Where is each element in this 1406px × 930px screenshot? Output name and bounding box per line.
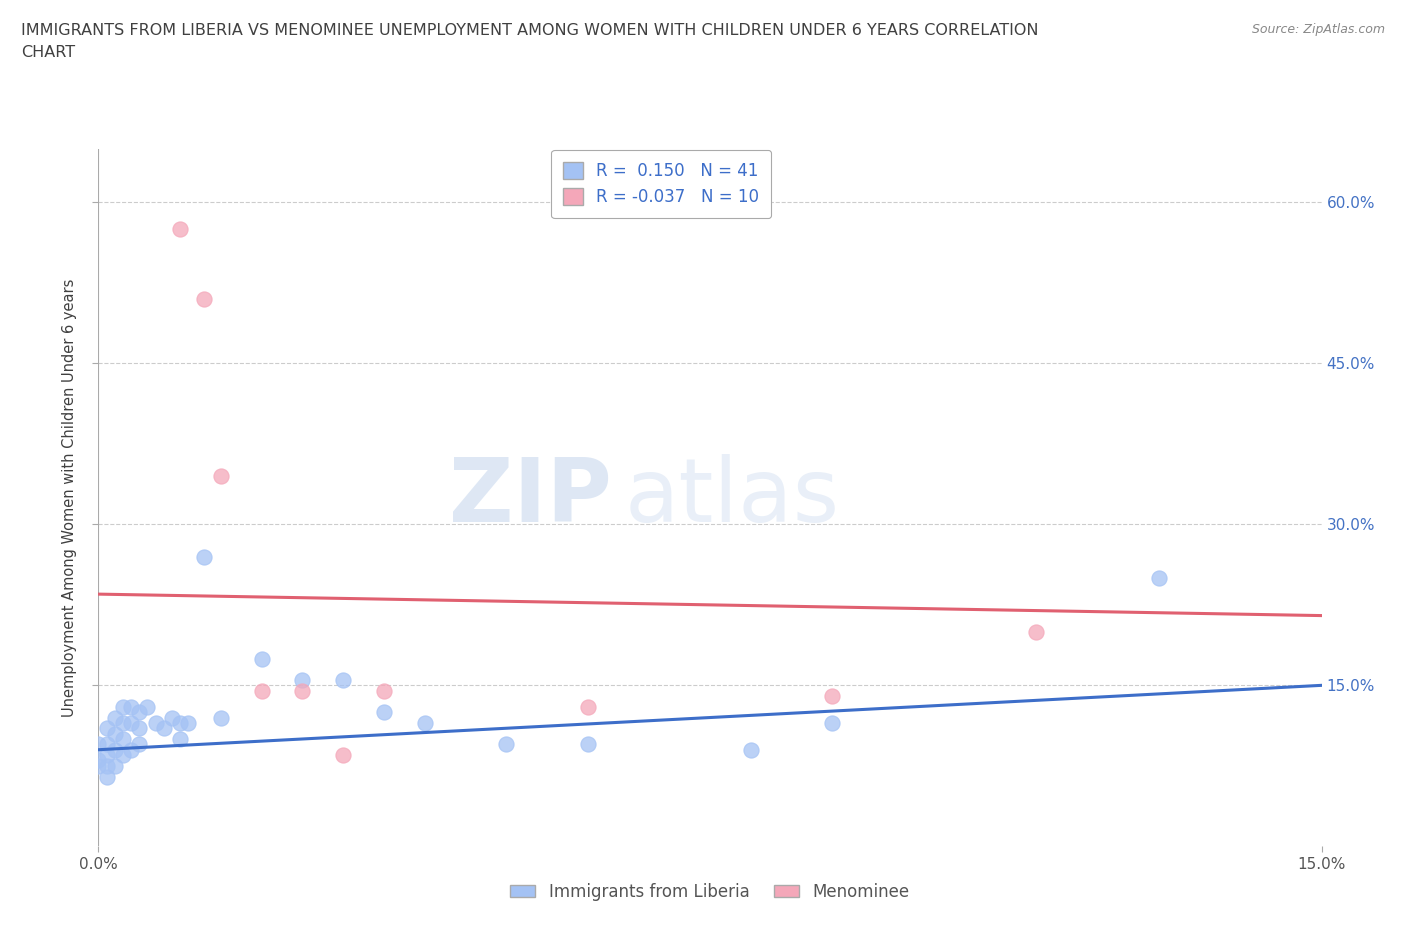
Point [332, 672, 354, 687]
Point [193, 292, 215, 307]
Point [120, 715, 142, 730]
Point [1147, 571, 1170, 586]
Point [373, 684, 395, 698]
Point [821, 688, 844, 703]
Point [111, 748, 134, 763]
Text: atlas: atlas [624, 454, 839, 541]
Text: ZIP: ZIP [450, 454, 612, 541]
Point [250, 684, 273, 698]
Legend: Immigrants from Liberia, Menominee: Immigrants from Liberia, Menominee [503, 876, 917, 908]
Point [104, 711, 127, 725]
Point [177, 715, 200, 730]
Point [145, 715, 167, 730]
Point [104, 758, 127, 773]
Point [111, 732, 134, 747]
Point [104, 742, 127, 757]
Y-axis label: Unemployment Among Women with Children Under 6 years: Unemployment Among Women with Children U… [62, 278, 77, 717]
Point [576, 737, 599, 751]
Point [87, 753, 110, 768]
Point [87, 758, 110, 773]
Point [128, 705, 150, 720]
Point [87, 737, 110, 751]
Point [160, 711, 183, 725]
Point [96, 737, 118, 751]
Point [209, 711, 232, 725]
Point [291, 672, 314, 687]
Point [96, 721, 118, 736]
Text: CHART: CHART [21, 45, 75, 60]
Point [740, 742, 762, 757]
Point [111, 699, 134, 714]
Point [169, 732, 191, 747]
Point [821, 715, 844, 730]
Point [96, 748, 118, 763]
Point [111, 715, 134, 730]
Point [209, 469, 232, 484]
Point [193, 549, 215, 564]
Point [169, 222, 191, 237]
Point [332, 748, 354, 763]
Point [120, 742, 142, 757]
Point [128, 721, 150, 736]
Point [576, 699, 599, 714]
Point [104, 726, 127, 741]
Point [291, 684, 314, 698]
Point [96, 758, 118, 773]
Point [96, 769, 118, 784]
Text: IMMIGRANTS FROM LIBERIA VS MENOMINEE UNEMPLOYMENT AMONG WOMEN WITH CHILDREN UNDE: IMMIGRANTS FROM LIBERIA VS MENOMINEE UNE… [21, 23, 1039, 38]
Point [169, 715, 191, 730]
Point [250, 651, 273, 666]
Point [1025, 624, 1047, 639]
Point [128, 737, 150, 751]
Point [120, 699, 142, 714]
Point [136, 699, 159, 714]
Point [152, 721, 174, 736]
Point [373, 705, 395, 720]
Point [495, 737, 517, 751]
Text: Source: ZipAtlas.com: Source: ZipAtlas.com [1251, 23, 1385, 36]
Point [413, 715, 436, 730]
